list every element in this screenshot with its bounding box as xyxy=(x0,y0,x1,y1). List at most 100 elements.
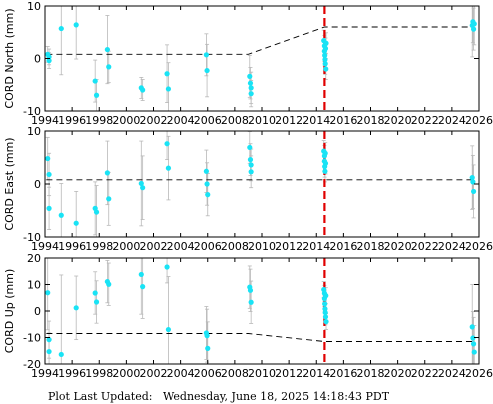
x-tick-label: 2022 xyxy=(411,240,439,253)
x-tick-label: 2014 xyxy=(302,240,330,253)
data-point xyxy=(470,26,477,32)
data-point xyxy=(469,175,475,181)
data-point xyxy=(106,196,112,202)
data-point xyxy=(322,301,328,307)
data-point xyxy=(248,85,254,91)
plot-frame xyxy=(44,257,480,365)
data-point xyxy=(322,309,328,316)
x-tick-label: 2016 xyxy=(329,367,357,380)
x-tick-label: 2008 xyxy=(221,367,249,380)
x-tick-label: 2012 xyxy=(275,367,303,380)
trend-line xyxy=(46,333,474,342)
x-tick-label: 2026 xyxy=(465,367,493,380)
x-tick-label: 2020 xyxy=(384,240,412,253)
data-point xyxy=(92,290,98,296)
data-point xyxy=(470,341,477,347)
data-point xyxy=(469,324,475,330)
data-point xyxy=(247,144,253,151)
data-point xyxy=(323,40,329,46)
x-tick-label: 2014 xyxy=(302,367,330,380)
data-point xyxy=(247,287,254,293)
data-point xyxy=(46,171,52,178)
x-tick-label: 2002 xyxy=(140,367,168,380)
x-tick-label: 2006 xyxy=(194,240,222,253)
data-point xyxy=(140,87,146,93)
data-point xyxy=(322,150,328,156)
data-point xyxy=(140,284,146,290)
data-point xyxy=(46,348,52,355)
data-point xyxy=(73,305,79,311)
y-axis-label: CORD East (mm) xyxy=(3,137,16,230)
data-point xyxy=(46,205,52,211)
data-point xyxy=(73,22,79,28)
y-tick-label: -10 xyxy=(23,231,41,244)
data-point xyxy=(46,58,52,64)
data-point xyxy=(164,264,170,270)
data-point xyxy=(248,162,254,168)
data-point xyxy=(106,64,112,70)
x-tick-label: 2024 xyxy=(438,240,466,253)
data-point xyxy=(322,56,328,63)
data-point xyxy=(45,290,51,296)
y-tick-label: 10 xyxy=(27,125,41,138)
data-point xyxy=(470,188,477,195)
data-point xyxy=(46,337,52,343)
data-point xyxy=(322,168,328,174)
data-point xyxy=(140,185,146,191)
x-tick-label: 2000 xyxy=(112,114,140,127)
x-tick-label: 2022 xyxy=(411,367,439,380)
plot-frame xyxy=(44,5,480,112)
x-tick-label: 2014 xyxy=(302,114,330,127)
y-tick-label: 10 xyxy=(27,279,41,292)
data-point xyxy=(93,209,100,215)
data-point xyxy=(92,78,98,84)
y-tick-label: -20 xyxy=(23,358,41,371)
data-point xyxy=(104,170,110,176)
x-tick-label: 2000 xyxy=(112,240,140,253)
data-point xyxy=(248,169,254,175)
footer-label: Plot Last Updated: xyxy=(48,390,153,403)
data-point xyxy=(58,351,64,358)
data-point xyxy=(106,281,112,287)
x-tick-label: 2016 xyxy=(329,240,357,253)
data-point xyxy=(203,52,209,58)
y-tick-label: 0 xyxy=(34,53,41,66)
x-tick-label: 2008 xyxy=(221,240,249,253)
x-tick-label: 1996 xyxy=(58,367,86,380)
data-point xyxy=(45,155,51,162)
footer-timestamp: Wednesday, June 18, 2025 14:18:43 PDT xyxy=(162,390,390,403)
data-point xyxy=(203,168,209,174)
x-tick-label: 2026 xyxy=(465,240,493,253)
x-tick-label: 1994 xyxy=(31,240,59,253)
data-point xyxy=(58,212,64,218)
x-tick-label: 1996 xyxy=(58,114,86,127)
data-point xyxy=(471,349,477,355)
x-tick-label: 2010 xyxy=(248,367,276,380)
x-tick-label: 2010 xyxy=(248,114,276,127)
y-tick-label: 10 xyxy=(27,0,41,13)
data-point xyxy=(322,52,328,58)
x-tick-label: 2018 xyxy=(357,114,385,127)
data-point xyxy=(322,306,328,312)
x-tick-label: 2018 xyxy=(357,240,385,253)
data-point xyxy=(322,314,329,320)
y-tick-label: -10 xyxy=(23,105,41,118)
x-tick-label: 2024 xyxy=(438,114,466,127)
x-tick-label: 1998 xyxy=(85,240,113,253)
y-tick-label: 20 xyxy=(27,252,41,265)
data-point xyxy=(58,25,64,32)
data-point xyxy=(165,86,172,92)
data-point xyxy=(323,319,329,325)
x-tick-label: 2026 xyxy=(465,114,493,127)
plot-frame xyxy=(44,130,480,238)
x-tick-label: 2020 xyxy=(384,367,412,380)
data-point xyxy=(471,21,477,27)
x-tick-label: 1998 xyxy=(85,367,113,380)
data-point xyxy=(470,179,476,185)
x-tick-label: 2022 xyxy=(411,114,439,127)
x-tick-label: 2024 xyxy=(438,367,466,380)
x-tick-label: 1998 xyxy=(85,114,113,127)
